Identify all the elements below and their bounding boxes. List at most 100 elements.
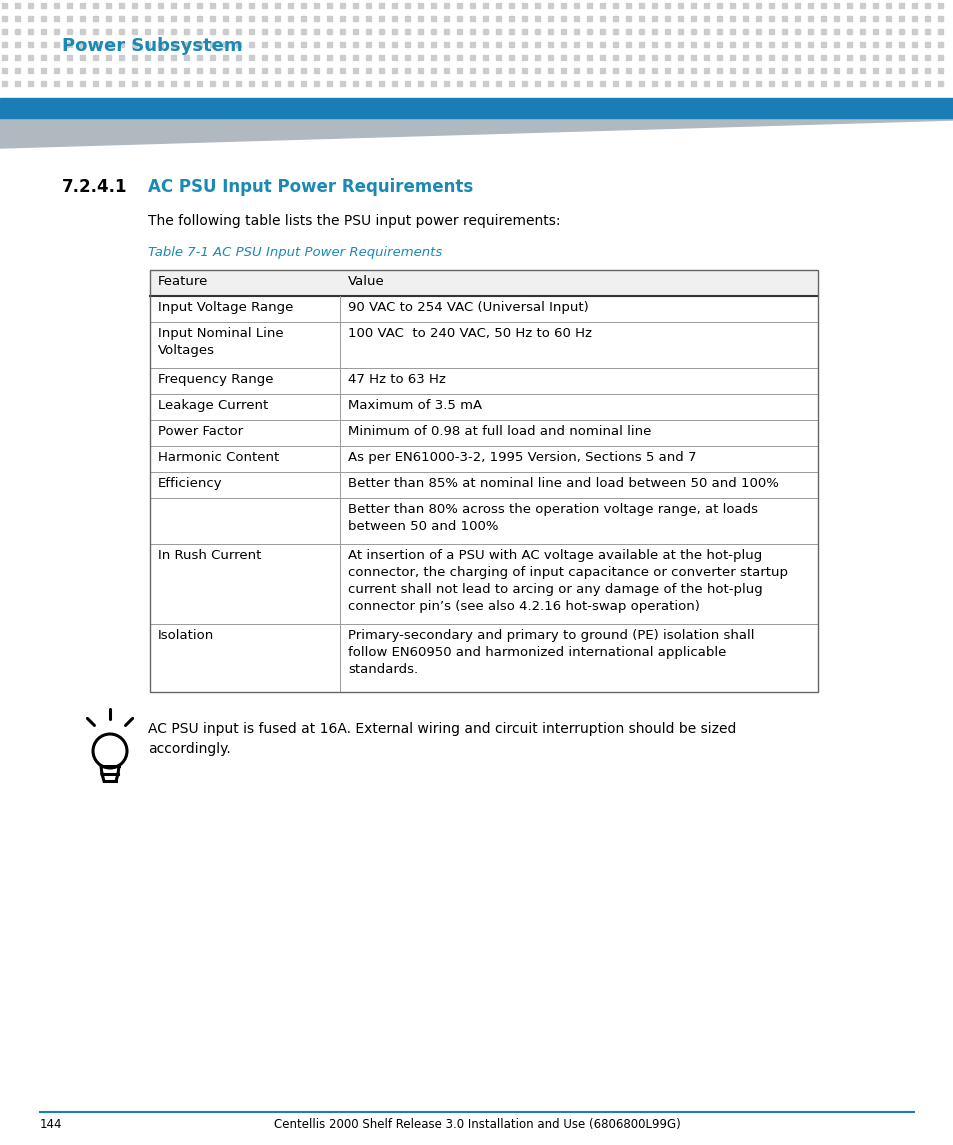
Bar bbox=[93, 41, 98, 47]
Bar bbox=[639, 29, 644, 33]
Bar bbox=[911, 68, 917, 72]
Bar bbox=[574, 68, 578, 72]
Bar bbox=[483, 2, 488, 8]
Bar bbox=[652, 68, 657, 72]
Bar bbox=[379, 29, 384, 33]
Bar bbox=[431, 2, 436, 8]
Bar bbox=[132, 16, 137, 21]
Bar bbox=[29, 29, 33, 33]
Bar bbox=[288, 80, 294, 86]
Bar bbox=[691, 16, 696, 21]
Bar bbox=[561, 41, 566, 47]
Bar bbox=[172, 29, 176, 33]
Bar bbox=[392, 2, 397, 8]
Bar bbox=[509, 16, 514, 21]
Bar bbox=[795, 2, 800, 8]
Bar bbox=[236, 2, 241, 8]
Bar bbox=[236, 68, 241, 72]
Bar bbox=[68, 68, 72, 72]
Bar bbox=[691, 68, 696, 72]
Bar bbox=[599, 41, 605, 47]
Bar bbox=[431, 68, 436, 72]
Bar bbox=[769, 29, 774, 33]
Bar bbox=[418, 29, 423, 33]
Bar bbox=[769, 2, 774, 8]
Bar bbox=[678, 29, 682, 33]
Bar bbox=[599, 16, 605, 21]
Bar bbox=[807, 16, 813, 21]
Bar bbox=[146, 41, 151, 47]
Bar bbox=[717, 41, 721, 47]
Bar bbox=[418, 80, 423, 86]
Bar bbox=[457, 68, 462, 72]
Bar bbox=[236, 41, 241, 47]
Bar bbox=[496, 16, 501, 21]
Bar bbox=[652, 29, 657, 33]
Bar bbox=[587, 41, 592, 47]
Bar bbox=[781, 16, 786, 21]
Bar bbox=[574, 2, 578, 8]
Bar bbox=[250, 41, 254, 47]
Bar bbox=[613, 29, 618, 33]
Bar bbox=[275, 41, 280, 47]
Bar bbox=[613, 80, 618, 86]
Bar bbox=[262, 41, 267, 47]
Bar bbox=[15, 2, 20, 8]
Bar bbox=[288, 29, 294, 33]
Bar bbox=[405, 80, 410, 86]
Bar bbox=[807, 2, 813, 8]
Bar bbox=[846, 29, 852, 33]
Bar bbox=[756, 16, 760, 21]
Text: Power Factor: Power Factor bbox=[158, 425, 243, 439]
Bar bbox=[3, 68, 8, 72]
Text: Power Subsystem: Power Subsystem bbox=[62, 37, 242, 55]
Bar bbox=[301, 68, 306, 72]
Bar bbox=[703, 41, 709, 47]
Bar bbox=[821, 29, 825, 33]
Bar bbox=[470, 2, 475, 8]
Bar bbox=[899, 80, 903, 86]
Bar bbox=[457, 2, 462, 8]
Bar bbox=[509, 68, 514, 72]
Bar bbox=[211, 68, 215, 72]
Bar bbox=[132, 29, 137, 33]
Bar bbox=[54, 16, 59, 21]
Bar bbox=[756, 80, 760, 86]
Bar bbox=[366, 41, 371, 47]
Bar bbox=[262, 68, 267, 72]
Bar bbox=[911, 41, 917, 47]
Bar bbox=[483, 16, 488, 21]
Bar bbox=[846, 16, 852, 21]
Text: AC PSU input is fused at 16A. External wiring and circuit interruption should be: AC PSU input is fused at 16A. External w… bbox=[148, 722, 736, 756]
Bar bbox=[911, 55, 917, 60]
Bar bbox=[781, 68, 786, 72]
Text: Feature: Feature bbox=[158, 275, 208, 289]
Bar bbox=[795, 68, 800, 72]
Bar bbox=[834, 80, 839, 86]
Bar bbox=[652, 2, 657, 8]
Bar bbox=[158, 68, 163, 72]
Bar bbox=[587, 55, 592, 60]
Text: Leakage Current: Leakage Current bbox=[158, 398, 268, 412]
Bar bbox=[807, 29, 813, 33]
Bar bbox=[250, 55, 254, 60]
Bar bbox=[821, 68, 825, 72]
Bar bbox=[119, 41, 125, 47]
Bar bbox=[132, 55, 137, 60]
Bar bbox=[703, 29, 709, 33]
Bar bbox=[639, 80, 644, 86]
Bar bbox=[275, 68, 280, 72]
Bar bbox=[924, 16, 929, 21]
Bar bbox=[587, 29, 592, 33]
Bar bbox=[885, 41, 890, 47]
Bar bbox=[561, 29, 566, 33]
Bar bbox=[405, 16, 410, 21]
Bar bbox=[821, 41, 825, 47]
Bar bbox=[68, 2, 72, 8]
Bar bbox=[807, 55, 813, 60]
Bar bbox=[158, 16, 163, 21]
Bar bbox=[457, 80, 462, 86]
Bar bbox=[431, 41, 436, 47]
Bar bbox=[795, 80, 800, 86]
Bar bbox=[119, 80, 125, 86]
